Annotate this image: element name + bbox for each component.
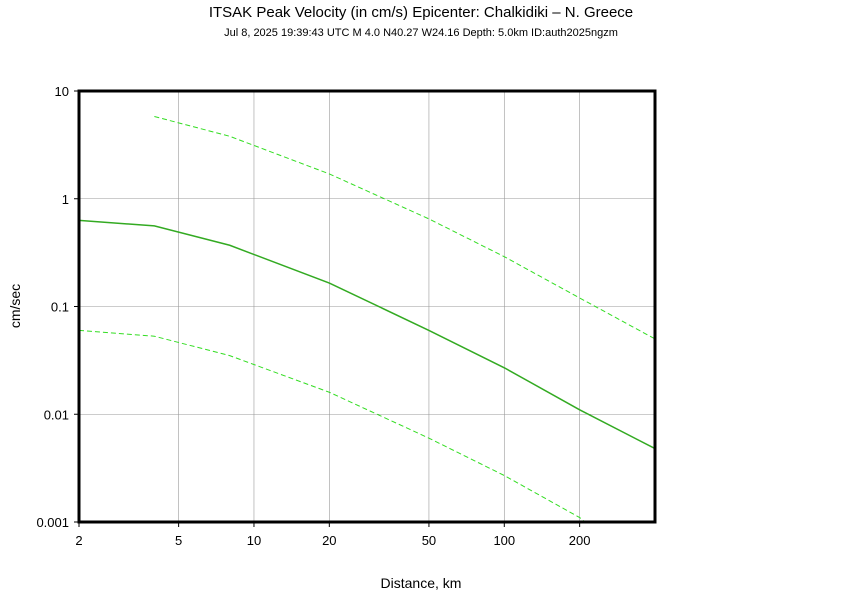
y-tick-label: 0.01 xyxy=(44,407,69,422)
x-axis-label: Distance, km xyxy=(381,575,462,591)
y-tick-label: 0.1 xyxy=(51,300,69,315)
y-tick-label: 10 xyxy=(55,84,69,99)
chart-title: ITSAK Peak Velocity (in cm/s) Epicenter:… xyxy=(209,4,633,21)
x-tick-label: 2 xyxy=(75,533,82,548)
x-tick-label: 20 xyxy=(322,533,336,548)
y-tick-label: 1 xyxy=(62,192,69,207)
x-tick-label: 50 xyxy=(422,533,436,548)
data-line xyxy=(78,329,586,523)
x-tick-label: 200 xyxy=(569,533,591,548)
x-tick-label: 100 xyxy=(493,533,515,548)
x-tick-label: 10 xyxy=(247,533,261,548)
y-axis-label: cm/sec xyxy=(7,284,23,328)
x-tick-label: 5 xyxy=(175,533,182,548)
y-tick-label: 0.001 xyxy=(36,515,69,530)
data-line xyxy=(78,219,656,450)
chart-subtitle: Jul 8, 2025 19:39:43 UTC M 4.0 N40.27 W2… xyxy=(224,27,618,39)
plot-frame xyxy=(77,89,657,524)
